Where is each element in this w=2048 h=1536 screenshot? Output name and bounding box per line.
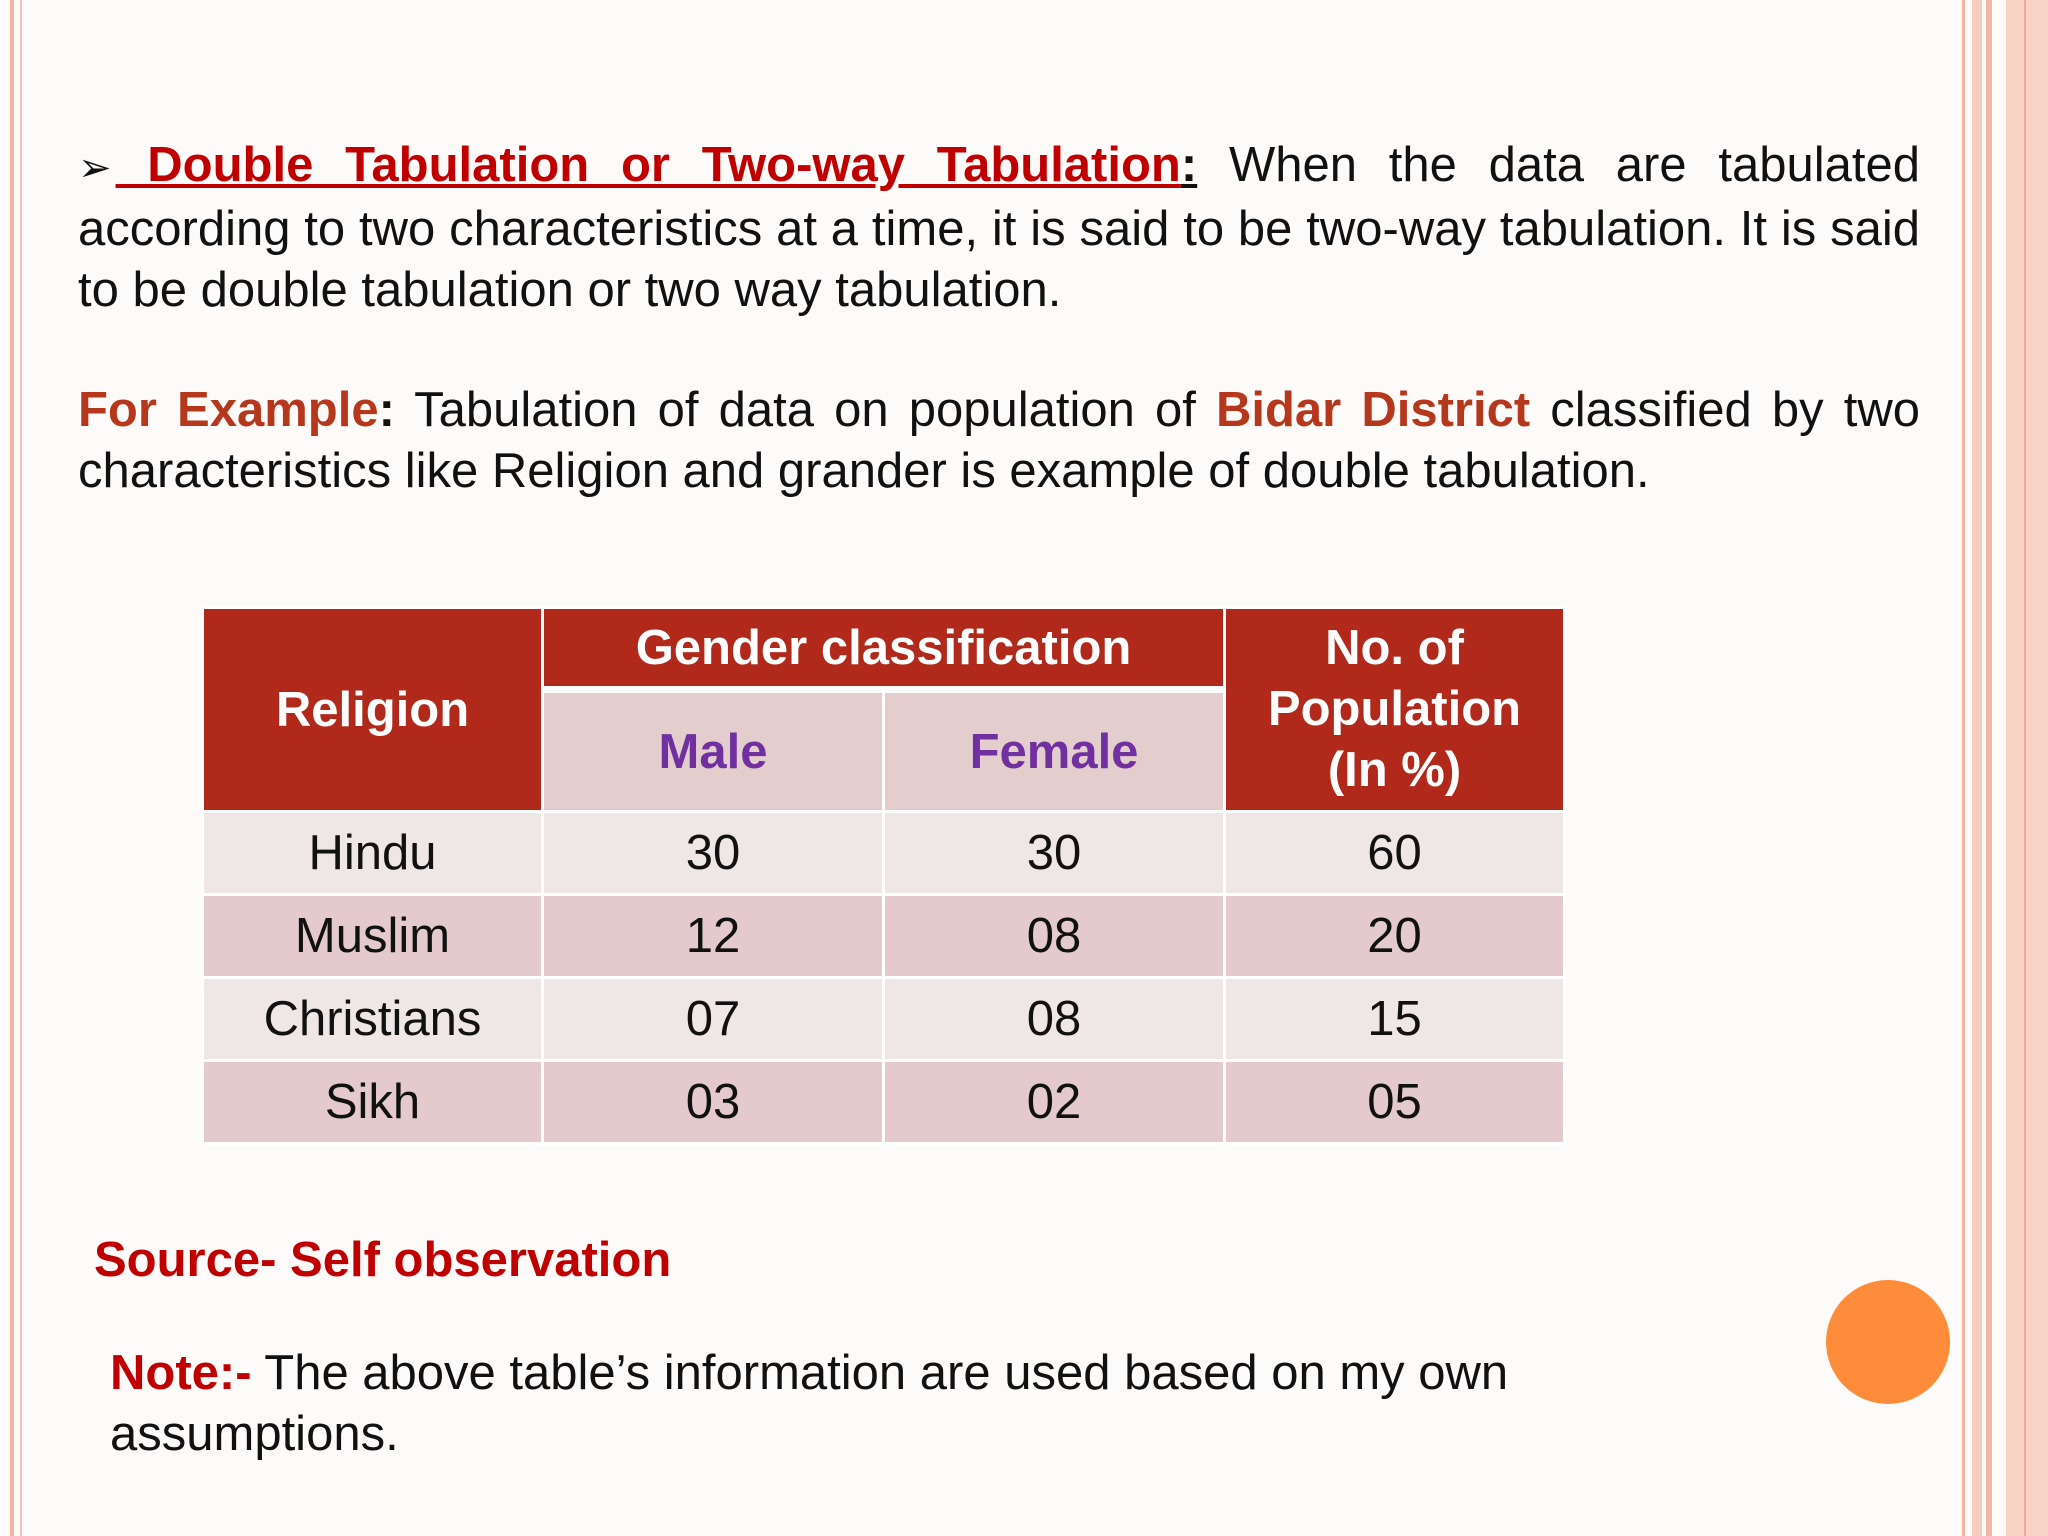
definition-text: When the data are tabulated according to… [78,138,1920,317]
source-caption: Source- Self observation [94,1233,672,1287]
cell-religion: Hindu [201,810,544,896]
header-female: Female [882,688,1226,813]
example-text-2: classified by two characteristics like R… [78,383,1920,498]
header-religion: Religion [201,606,544,813]
cell-population: 20 [1223,893,1566,979]
header-gender-classification: Gender classification [541,606,1226,693]
cell-religion: Sikh [201,1059,544,1145]
table-row: Muslim 12 08 20 [201,893,1566,979]
right-border-line [1962,0,1965,1536]
cell-female: 08 [882,976,1226,1062]
cell-population: 60 [1223,810,1566,896]
cell-female: 08 [882,893,1226,979]
header-population: No. of Population (In %) [1223,606,1566,813]
cell-female: 02 [882,1059,1226,1145]
header-population-label: No. of Population (In %) [1267,621,1522,797]
left-border-line [10,0,14,1536]
header-male: Male [541,688,885,813]
cell-religion: Muslim [201,893,544,979]
note-label: Note:- [110,1346,252,1400]
cell-male: 12 [541,893,885,979]
district-name: Bidar District [1215,383,1531,437]
note-text: The above table’s information are used b… [110,1346,1509,1461]
cell-population: 15 [1223,976,1566,1062]
arrow-bullet-icon: ➢ [78,146,112,190]
note-paragraph: Note:- The above table’s information are… [110,1343,1640,1465]
table-row: Hindu 30 30 60 [201,810,1566,896]
term-heading: Double Tabulation or Two-way Tabulation [115,138,1181,192]
table-row: Sikh 03 02 05 [201,1059,1566,1145]
table-row: Christians 07 08 15 [201,976,1566,1062]
right-border-line-3 [2024,0,2026,1536]
cell-male: 03 [541,1059,885,1145]
right-border-line-2 [1986,0,1992,1536]
population-table: Religion Gender classification No. of Po… [201,606,1566,1145]
cell-male: 30 [541,810,885,896]
cell-religion: Christians [201,976,544,1062]
right-border-strip [2006,0,2048,1536]
definition-paragraph: ➢ Double Tabulation or Two-way Tabulatio… [78,135,1920,321]
example-label: For Example [78,383,379,437]
example-text-1: Tabulation of data on population of [394,383,1216,437]
decorative-circle [1826,1280,1950,1404]
cell-population: 05 [1223,1059,1566,1145]
example-paragraph: For Example: Tabulation of data on popul… [78,380,1920,502]
term-colon: : [1180,138,1198,192]
right-border-band [1972,0,1982,1536]
left-border-line-inner [20,0,22,1536]
cell-male: 07 [541,976,885,1062]
example-colon: : [378,383,395,437]
cell-female: 30 [882,810,1226,896]
